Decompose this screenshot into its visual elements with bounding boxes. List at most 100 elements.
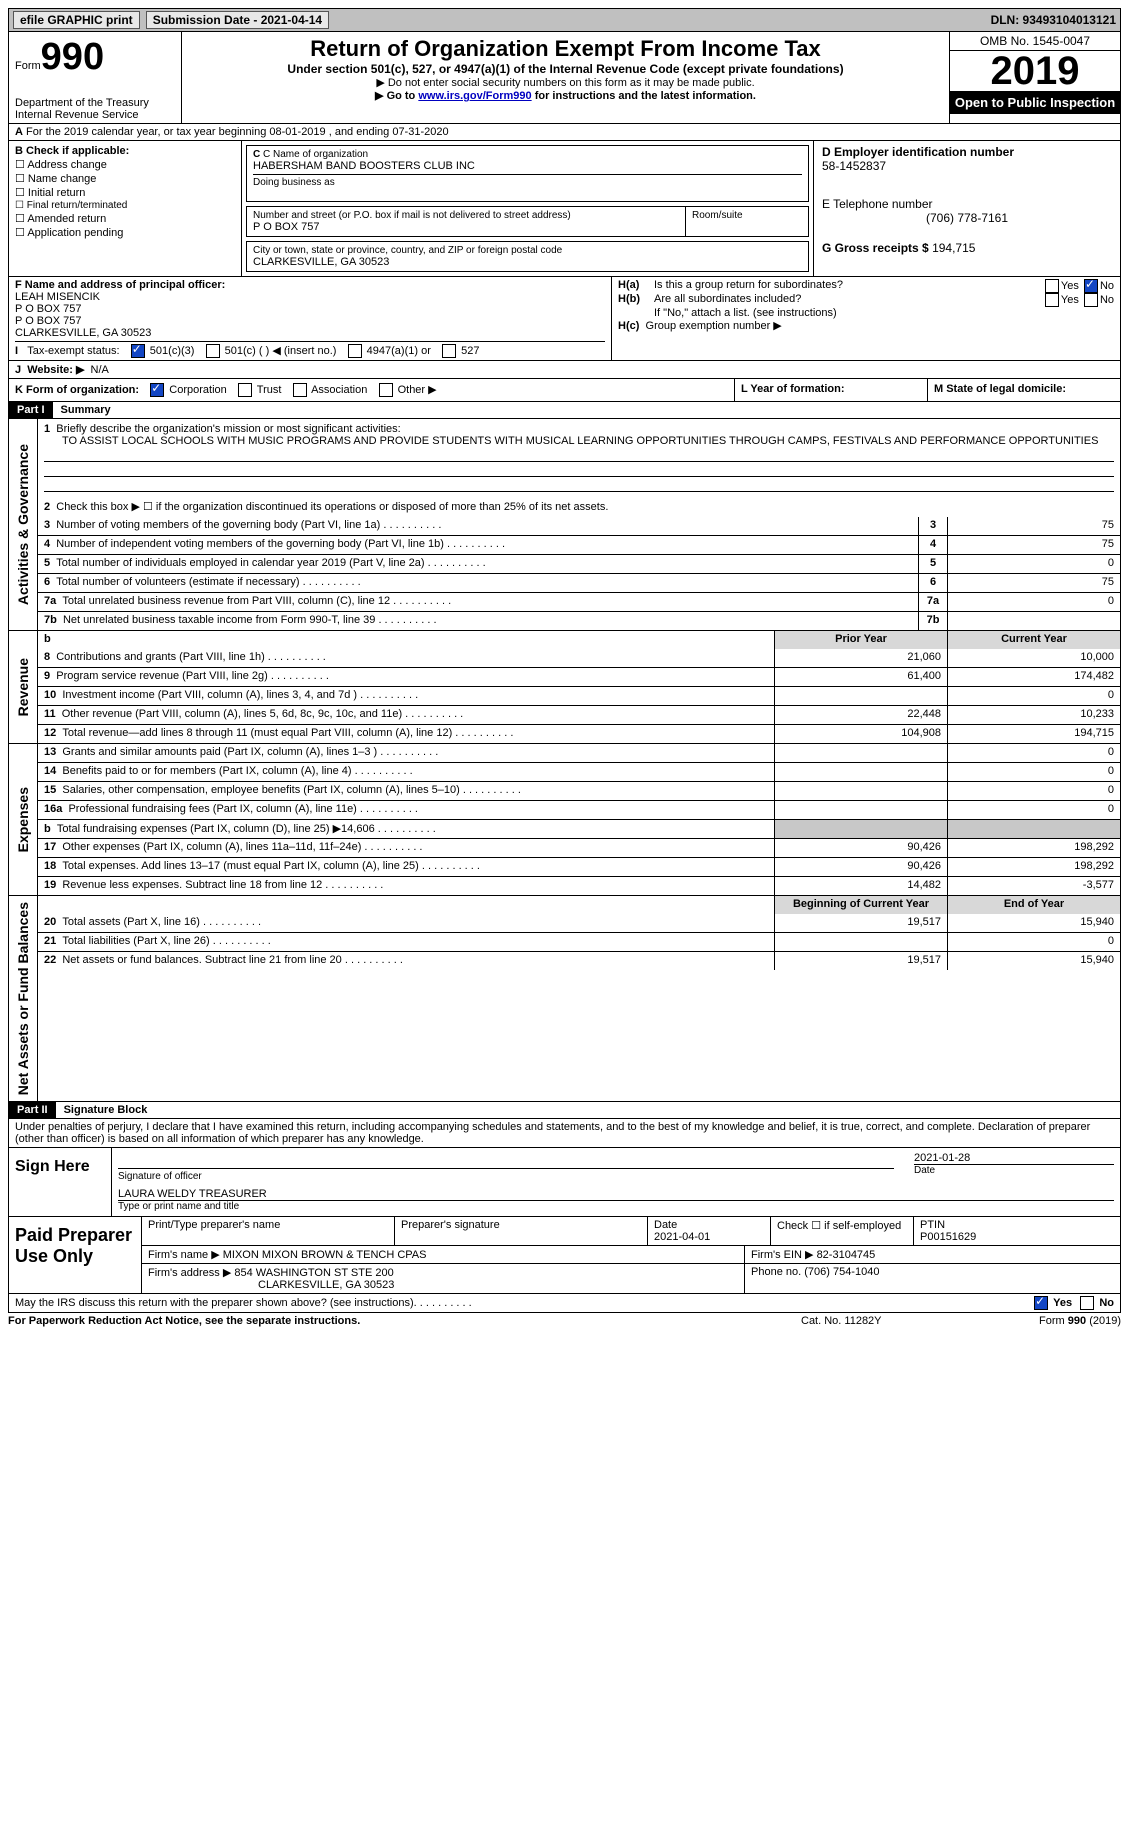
chk-amended[interactable]: ☐ Amended return bbox=[15, 212, 235, 225]
table-row: 14 Benefits paid to or for members (Part… bbox=[38, 762, 1120, 781]
discuss-no[interactable] bbox=[1080, 1296, 1094, 1310]
street: P O BOX 757 bbox=[253, 221, 679, 233]
begin-year-header: Beginning of Current Year bbox=[774, 896, 947, 914]
chk-527[interactable] bbox=[442, 344, 456, 358]
vtab-exp: Expenses bbox=[13, 781, 33, 858]
part1-title: Summary bbox=[53, 402, 119, 418]
line-j: J Website: ▶ N/A bbox=[8, 361, 1121, 379]
submission-date-button[interactable]: Submission Date - 2021-04-14 bbox=[146, 11, 329, 29]
line-a: A For the 2019 calendar year, or tax yea… bbox=[8, 124, 1121, 141]
chk-final[interactable]: ☐ Final return/terminated bbox=[15, 200, 235, 211]
form990-link[interactable]: www.irs.gov/Form990 bbox=[418, 90, 531, 102]
line-k: K Form of organization: Corporation Trus… bbox=[9, 379, 734, 401]
chk-other[interactable] bbox=[379, 383, 393, 397]
footer-mid: Cat. No. 11282Y bbox=[801, 1315, 981, 1327]
hb-no[interactable] bbox=[1084, 293, 1098, 307]
sig-name: LAURA WELDY TREASURER bbox=[118, 1188, 1114, 1201]
form-number: 990 bbox=[41, 36, 104, 78]
part2-header: Part II bbox=[9, 1102, 56, 1118]
table-row: 21 Total liabilities (Part X, line 26) 0 bbox=[38, 932, 1120, 951]
room-label: Room/suite bbox=[686, 207, 808, 236]
chk-corp[interactable] bbox=[150, 383, 164, 397]
chk-501c3[interactable] bbox=[131, 344, 145, 358]
box-c: C C Name of organization HABERSHAM BAND … bbox=[242, 141, 1120, 276]
table-row: 15 Salaries, other compensation, employe… bbox=[38, 781, 1120, 800]
box-deg: D Employer identification number 58-1452… bbox=[813, 141, 1120, 276]
table-row: 18 Total expenses. Add lines 13–17 (must… bbox=[38, 857, 1120, 876]
sig-date: 2021-01-28 bbox=[914, 1152, 1114, 1165]
table-row: 7b Net unrelated business taxable income… bbox=[38, 611, 1120, 630]
part2-bar: Part II Signature Block bbox=[8, 1102, 1121, 1119]
note-goto: ▶ Go to www.irs.gov/Form990 for instruct… bbox=[190, 89, 941, 102]
chk-assoc[interactable] bbox=[293, 383, 307, 397]
discuss-row: May the IRS discuss this return with the… bbox=[8, 1294, 1121, 1313]
header-right: OMB No. 1545-0047 2019 Open to Public In… bbox=[949, 32, 1120, 123]
chk-name[interactable]: ☐ Name change bbox=[15, 172, 235, 185]
org-name-box: C C Name of organization HABERSHAM BAND … bbox=[246, 145, 809, 202]
open-inspection: Open to Public Inspection bbox=[950, 91, 1120, 114]
table-row: 4 Number of independent voting members o… bbox=[38, 535, 1120, 554]
paid-preparer-label: Paid Preparer Use Only bbox=[9, 1217, 142, 1293]
box-h: H(a)Is this a group return for subordina… bbox=[612, 277, 1120, 360]
footer-left: For Paperwork Reduction Act Notice, see … bbox=[8, 1315, 801, 1327]
sign-here: Sign Here Signature of officer 2021-01-2… bbox=[8, 1148, 1121, 1217]
end-year-header: End of Year bbox=[947, 896, 1120, 914]
revenue-section: Revenue b Prior Year Current Year 8 Cont… bbox=[8, 631, 1121, 744]
header-left: Form990 Department of the Treasury Inter… bbox=[9, 32, 182, 123]
line1: 1 Briefly describe the organization's mi… bbox=[38, 419, 1120, 496]
table-row: 11 Other revenue (Part VIII, column (A),… bbox=[38, 705, 1120, 724]
ha-yes[interactable] bbox=[1045, 279, 1059, 293]
part1-header: Part I bbox=[9, 402, 53, 418]
table-row: 19 Revenue less expenses. Subtract line … bbox=[38, 876, 1120, 895]
firm-name: MIXON MIXON BROWN & TENCH CPAS bbox=[223, 1249, 427, 1261]
box-f-h: F Name and address of principal officer:… bbox=[8, 277, 1121, 361]
ein: 58-1452837 bbox=[822, 159, 1112, 173]
box-e-label: E Telephone number bbox=[822, 197, 1112, 211]
hb-yes[interactable] bbox=[1045, 293, 1059, 307]
table-row: 5 Total number of individuals employed i… bbox=[38, 554, 1120, 573]
prior-year-header: Prior Year bbox=[774, 631, 947, 649]
tax-year: 2019 bbox=[950, 51, 1120, 91]
mission-text: TO ASSIST LOCAL SCHOOLS WITH MUSIC PROGR… bbox=[44, 435, 1098, 447]
table-row: 9 Program service revenue (Part VIII, li… bbox=[38, 667, 1120, 686]
footer-right: Form 990 (2019) bbox=[981, 1315, 1121, 1327]
col-headers: b Prior Year Current Year bbox=[38, 631, 1120, 649]
paid-preparer: Paid Preparer Use Only Print/Type prepar… bbox=[8, 1217, 1121, 1294]
chk-4947[interactable] bbox=[348, 344, 362, 358]
activities-governance: Activities & Governance 1 Briefly descri… bbox=[8, 419, 1121, 631]
page-footer: For Paperwork Reduction Act Notice, see … bbox=[8, 1313, 1121, 1329]
netassets-section: Net Assets or Fund Balances Beginning of… bbox=[8, 896, 1121, 1102]
box-f: F Name and address of principal officer:… bbox=[9, 277, 612, 360]
vtab-net: Net Assets or Fund Balances bbox=[13, 896, 33, 1101]
dept-treasury: Department of the Treasury bbox=[15, 97, 175, 109]
chk-initial[interactable]: ☐ Initial return bbox=[15, 186, 235, 199]
line-klm: K Form of organization: Corporation Trus… bbox=[8, 379, 1121, 402]
topbar: efile GRAPHIC print Submission Date - 20… bbox=[8, 8, 1121, 32]
table-row: 6 Total number of volunteers (estimate i… bbox=[38, 573, 1120, 592]
box-g: G Gross receipts $ 194,715 bbox=[822, 241, 1112, 255]
efile-print-button[interactable]: efile GRAPHIC print bbox=[13, 11, 140, 29]
ha-no[interactable] bbox=[1084, 279, 1098, 293]
sig-date-label: Date bbox=[914, 1165, 1114, 1176]
firm-phone: (706) 754-1040 bbox=[804, 1266, 879, 1278]
table-row: 22 Net assets or fund balances. Subtract… bbox=[38, 951, 1120, 970]
table-row: 16a Professional fundraising fees (Part … bbox=[38, 800, 1120, 819]
signature-declaration: Under penalties of perjury, I declare th… bbox=[8, 1119, 1121, 1148]
section-entity: B Check if applicable: ☐ Address change … bbox=[8, 141, 1121, 277]
city-box: City or town, state or province, country… bbox=[246, 241, 809, 272]
chk-address[interactable]: ☐ Address change bbox=[15, 158, 235, 171]
vtab-rev: Revenue bbox=[13, 652, 33, 722]
line-l: L Year of formation: bbox=[734, 379, 927, 401]
table-row: 8 Contributions and grants (Part VIII, l… bbox=[38, 649, 1120, 667]
line-i: I Tax-exempt status: 501(c)(3) 501(c) ( … bbox=[15, 344, 605, 358]
chk-pending[interactable]: ☐ Application pending bbox=[15, 226, 235, 239]
form-title: Return of Organization Exempt From Incom… bbox=[190, 36, 941, 62]
discuss-yes[interactable] bbox=[1034, 1296, 1048, 1310]
ptin: P00151629 bbox=[920, 1231, 976, 1243]
table-row: 7a Total unrelated business revenue from… bbox=[38, 592, 1120, 611]
chk-trust[interactable] bbox=[238, 383, 252, 397]
form-prefix: Form bbox=[15, 60, 41, 72]
dept-irs: Internal Revenue Service bbox=[15, 109, 175, 121]
chk-501c[interactable] bbox=[206, 344, 220, 358]
firm-addr2: CLARKESVILLE, GA 30523 bbox=[148, 1279, 394, 1291]
